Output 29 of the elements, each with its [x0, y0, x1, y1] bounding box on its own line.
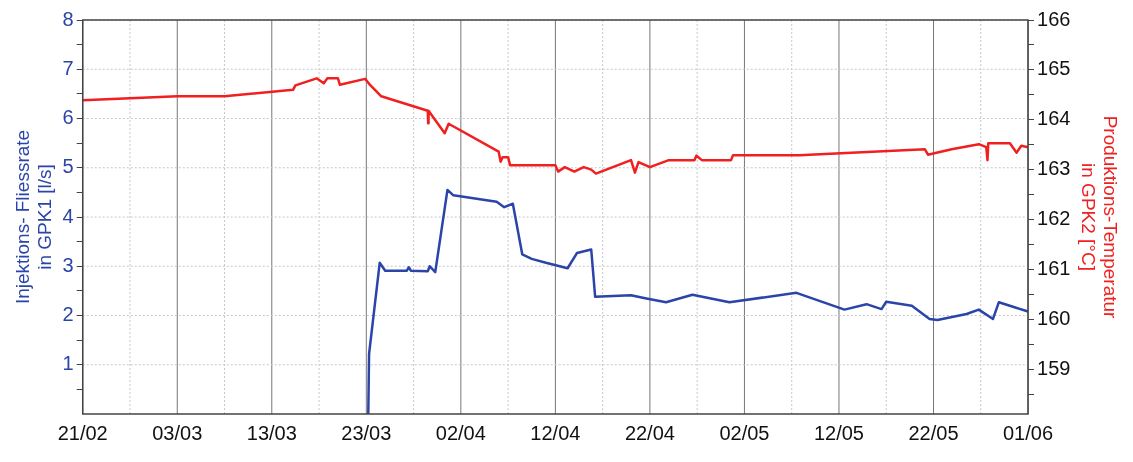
y2-tick-label: 160	[1037, 306, 1071, 329]
y-axis-title: Injektions- Fliessrate in GPK1 [l/s]	[11, 129, 56, 305]
y2-tick-label: 166	[1037, 7, 1071, 30]
y-tick-label: 3	[62, 253, 74, 276]
x-tick-label: 22/05	[908, 421, 959, 444]
y-tick-label: 5	[62, 155, 74, 178]
x-tick-label: 21/02	[57, 421, 108, 444]
y2-axis-title: Produktions-Temperatur in GPK2 [°C]	[1077, 115, 1122, 320]
y-tick-label: 7	[62, 56, 74, 79]
x-tick-label: 23/03	[341, 421, 392, 444]
x-tick-label: 12/04	[530, 421, 581, 444]
y2-tick-label: 161	[1037, 256, 1071, 279]
y2-tick-label: 159	[1037, 356, 1071, 379]
x-tick-label: 02/04	[435, 421, 486, 444]
x-tick-label: 02/05	[719, 421, 770, 444]
y2-tick-label: 164	[1037, 107, 1071, 130]
x-tick-label: 03/03	[152, 421, 203, 444]
x-tick-label: 13/03	[246, 421, 297, 444]
x-tick-label: 12/05	[813, 421, 864, 444]
y2-tick-label: 165	[1037, 57, 1071, 80]
y-tick-label: 8	[62, 7, 74, 30]
y2-tick-label: 162	[1037, 207, 1071, 230]
y2-tick-label: 163	[1037, 157, 1071, 180]
x-tick-label: 01/06	[1003, 421, 1054, 444]
y-tick-label: 4	[62, 204, 74, 227]
x-tick-label: 22/04	[624, 421, 675, 444]
y-tick-label: 6	[62, 106, 74, 129]
y-tick-label: 1	[62, 352, 74, 375]
y-tick-label: 2	[62, 303, 74, 326]
